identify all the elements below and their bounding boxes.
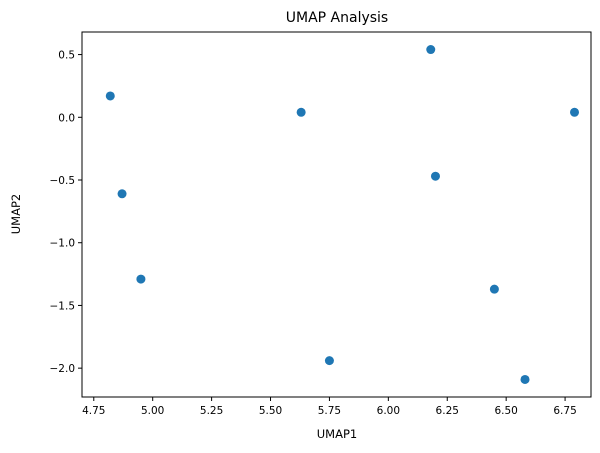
y-axis: 0.5 0.0 −0.5 −1.0 −1.5 −2.0 [50, 50, 82, 375]
x-tick-label: 5.75 [318, 405, 341, 417]
y-tick-label: 0.0 [58, 112, 75, 124]
data-point [570, 107, 580, 117]
x-tick-label: 5.50 [259, 405, 282, 417]
data-point [324, 356, 334, 366]
x-axis: 4.75 5.00 5.25 5.50 5.75 6.00 6.25 6.50 6.75 [82, 397, 577, 417]
x-tick-label: 6.50 [494, 405, 517, 417]
y-tick-label: −0.5 [50, 175, 76, 187]
data-point [426, 45, 436, 55]
data-point [430, 171, 440, 181]
data-point [136, 274, 146, 284]
y-tick-label: 0.5 [58, 50, 75, 62]
x-axis-label: UMAP1 [317, 427, 357, 441]
y-axis-label: UMAP2 [9, 194, 23, 234]
x-tick-label: 4.75 [82, 405, 105, 417]
x-tick-label: 6.75 [553, 405, 576, 417]
data-point [105, 91, 115, 101]
chart-title: UMAP Analysis [286, 10, 388, 26]
data-point [489, 284, 499, 294]
data-point [296, 107, 306, 117]
data-point [520, 374, 530, 384]
x-tick-label: 5.00 [141, 405, 164, 417]
x-tick-label: 5.25 [200, 405, 223, 417]
y-tick-label: −2.0 [50, 363, 76, 375]
data-point [117, 189, 127, 199]
y-tick-label: −1.0 [50, 238, 76, 250]
y-tick-label: −1.5 [50, 300, 76, 312]
plot-frame [81, 31, 592, 398]
x-tick-label: 6.25 [436, 405, 459, 417]
plot-area [105, 45, 580, 384]
x-tick-label: 6.00 [377, 405, 400, 417]
